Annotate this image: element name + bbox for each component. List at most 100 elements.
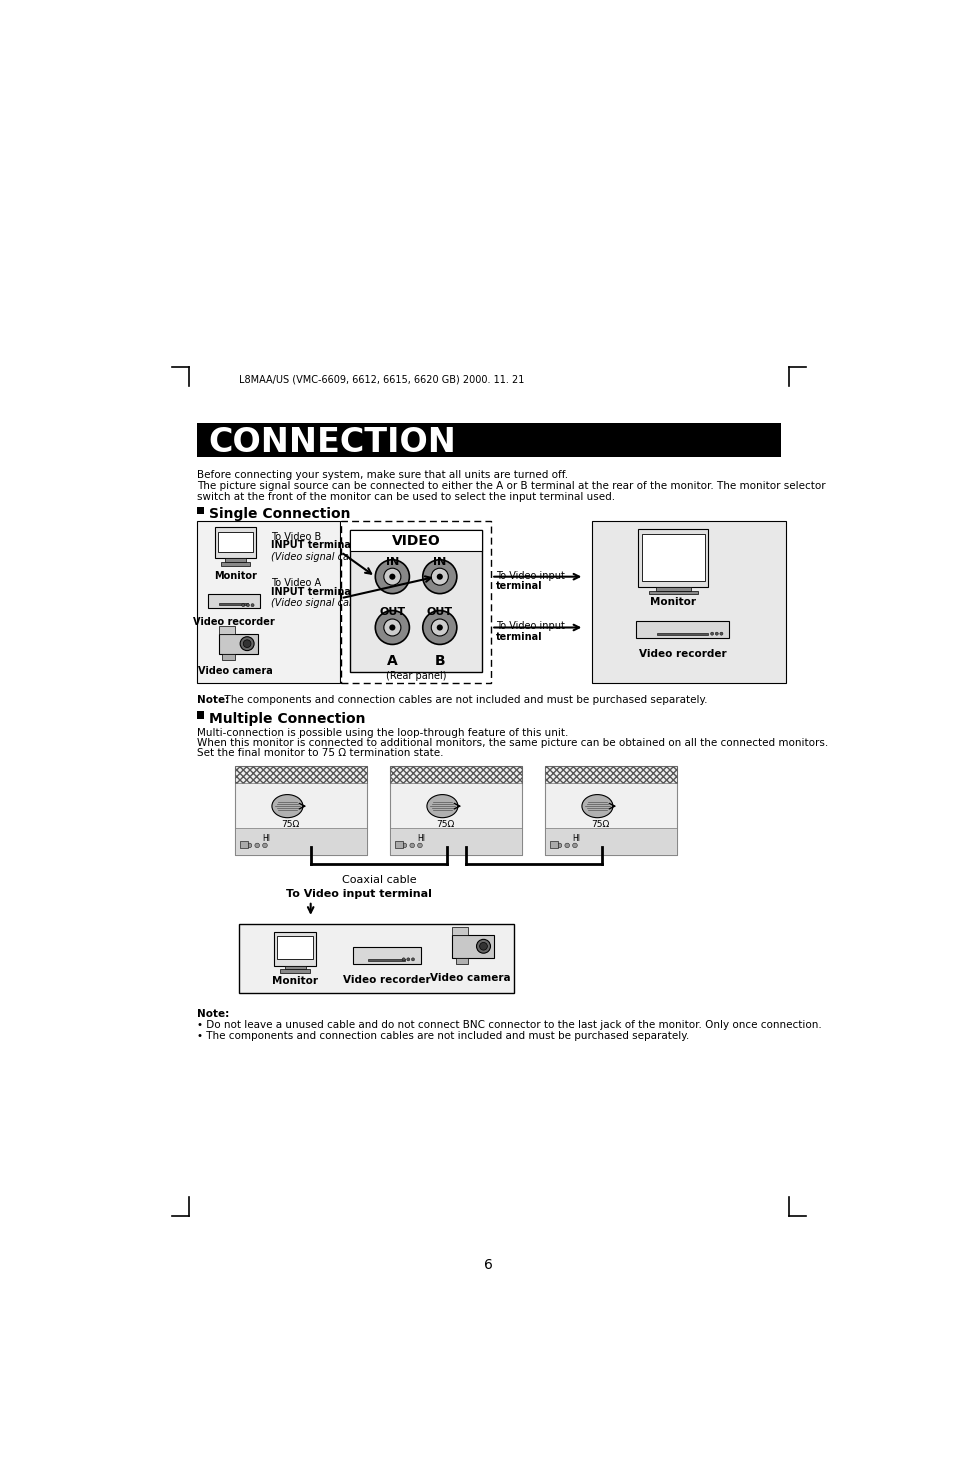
Circle shape (436, 573, 442, 580)
Ellipse shape (427, 795, 457, 818)
Circle shape (431, 618, 448, 636)
Bar (452, 927, 468, 934)
Bar (208, 595, 260, 608)
Circle shape (715, 632, 718, 635)
Bar (235, 767, 367, 855)
Text: When this monitor is connected to additional monitors, the same picture can be o: When this monitor is connected to additi… (196, 737, 827, 748)
Text: Video recorder: Video recorder (639, 649, 726, 660)
Text: IN: IN (385, 557, 398, 567)
Bar (274, 931, 316, 965)
Text: To Video input terminal: To Video input terminal (286, 889, 432, 899)
Text: To Video input: To Video input (496, 621, 564, 632)
Text: L8MAA/US (VMC-6609, 6612, 6615, 6620 GB) 2000. 11. 21: L8MAA/US (VMC-6609, 6612, 6615, 6620 GB)… (239, 375, 524, 385)
Circle shape (262, 843, 267, 848)
Ellipse shape (272, 795, 303, 818)
Bar (225, 558, 245, 563)
Bar (452, 934, 494, 958)
Text: Video camera: Video camera (198, 665, 273, 676)
Bar (276, 936, 313, 959)
Bar (656, 586, 690, 591)
Text: Video recorder: Video recorder (193, 617, 274, 627)
Text: switch at the front of the monitor can be used to select the input terminal used: switch at the front of the monitor can b… (196, 492, 615, 502)
Text: Monitor: Monitor (650, 598, 696, 608)
Bar (221, 563, 250, 566)
Text: Video recorder: Video recorder (342, 975, 430, 984)
Text: INPUT terminal: INPUT terminal (271, 541, 355, 551)
Text: The components and connection cables are not included and must be purchased sepa: The components and connection cables are… (218, 695, 707, 705)
Text: Single Connection: Single Connection (209, 507, 351, 521)
Bar (545, 827, 677, 855)
Circle shape (375, 611, 409, 645)
Bar (545, 767, 677, 783)
Circle shape (411, 958, 415, 961)
Bar (390, 767, 521, 855)
Text: IN: IN (433, 557, 446, 567)
Bar (284, 965, 306, 970)
Text: The picture signal source can be connected to either the A or B terminal at the : The picture signal source can be connect… (196, 482, 824, 491)
Bar (638, 529, 707, 586)
Circle shape (436, 624, 442, 630)
Bar (657, 633, 707, 635)
Text: A: A (387, 654, 397, 668)
Circle shape (251, 604, 253, 607)
Bar (219, 626, 234, 633)
Text: To Video B: To Video B (271, 532, 321, 542)
Text: Note:: Note: (196, 695, 229, 705)
Circle shape (241, 604, 245, 607)
Text: (Rear panel): (Rear panel) (385, 671, 446, 680)
Text: Video camera: Video camera (430, 974, 510, 983)
Text: Multiple Connection: Multiple Connection (209, 712, 365, 726)
Circle shape (389, 624, 395, 630)
Text: 75Ω: 75Ω (281, 820, 299, 829)
Circle shape (383, 569, 400, 585)
Bar (641, 533, 704, 580)
Text: To Video input: To Video input (496, 570, 564, 580)
Text: Before connecting your system, make sure that all units are turned off.: Before connecting your system, make sure… (196, 470, 567, 480)
Circle shape (247, 843, 252, 848)
Text: • The components and connection cables are not included and must be purchased se: • The components and connection cables a… (196, 1031, 688, 1042)
Text: OUT: OUT (379, 608, 405, 617)
Circle shape (402, 843, 406, 848)
Bar (219, 633, 257, 654)
Text: Monitor: Monitor (272, 977, 318, 986)
Bar (550, 840, 558, 849)
Text: Monitor: Monitor (213, 570, 256, 580)
Circle shape (431, 569, 448, 585)
Text: 6: 6 (484, 1257, 493, 1272)
Text: Note:: Note: (196, 1009, 229, 1018)
Text: HI: HI (571, 834, 579, 843)
Text: B: B (434, 654, 445, 668)
Bar (240, 840, 248, 849)
Text: HI: HI (416, 834, 424, 843)
Text: Coaxial cable: Coaxial cable (341, 874, 416, 884)
Bar (592, 521, 785, 683)
Circle shape (476, 939, 490, 953)
Circle shape (240, 636, 253, 651)
Text: INPUT terminal: INPUT terminal (271, 586, 355, 596)
Text: 75Ω: 75Ω (436, 820, 455, 829)
Bar (239, 924, 514, 993)
Bar (390, 827, 521, 855)
Bar (648, 591, 697, 595)
Text: terminal: terminal (496, 632, 542, 642)
Bar (222, 654, 234, 660)
Text: HI: HI (261, 834, 270, 843)
Bar (218, 532, 253, 552)
Circle shape (720, 632, 722, 635)
Ellipse shape (581, 795, 612, 818)
Circle shape (572, 843, 577, 848)
Circle shape (557, 843, 561, 848)
Bar (196, 423, 781, 457)
Text: terminal: terminal (496, 582, 542, 592)
Bar (340, 521, 491, 683)
Text: (Video signal cable): (Video signal cable) (271, 598, 368, 608)
Circle shape (375, 560, 409, 593)
Circle shape (246, 604, 249, 607)
Circle shape (402, 958, 405, 961)
Circle shape (564, 843, 569, 848)
Text: Multi-connection is possible using the loop-through feature of this unit.: Multi-connection is possible using the l… (196, 727, 568, 737)
Bar (395, 840, 402, 849)
Bar (350, 530, 481, 673)
Circle shape (422, 611, 456, 645)
Circle shape (479, 943, 487, 950)
